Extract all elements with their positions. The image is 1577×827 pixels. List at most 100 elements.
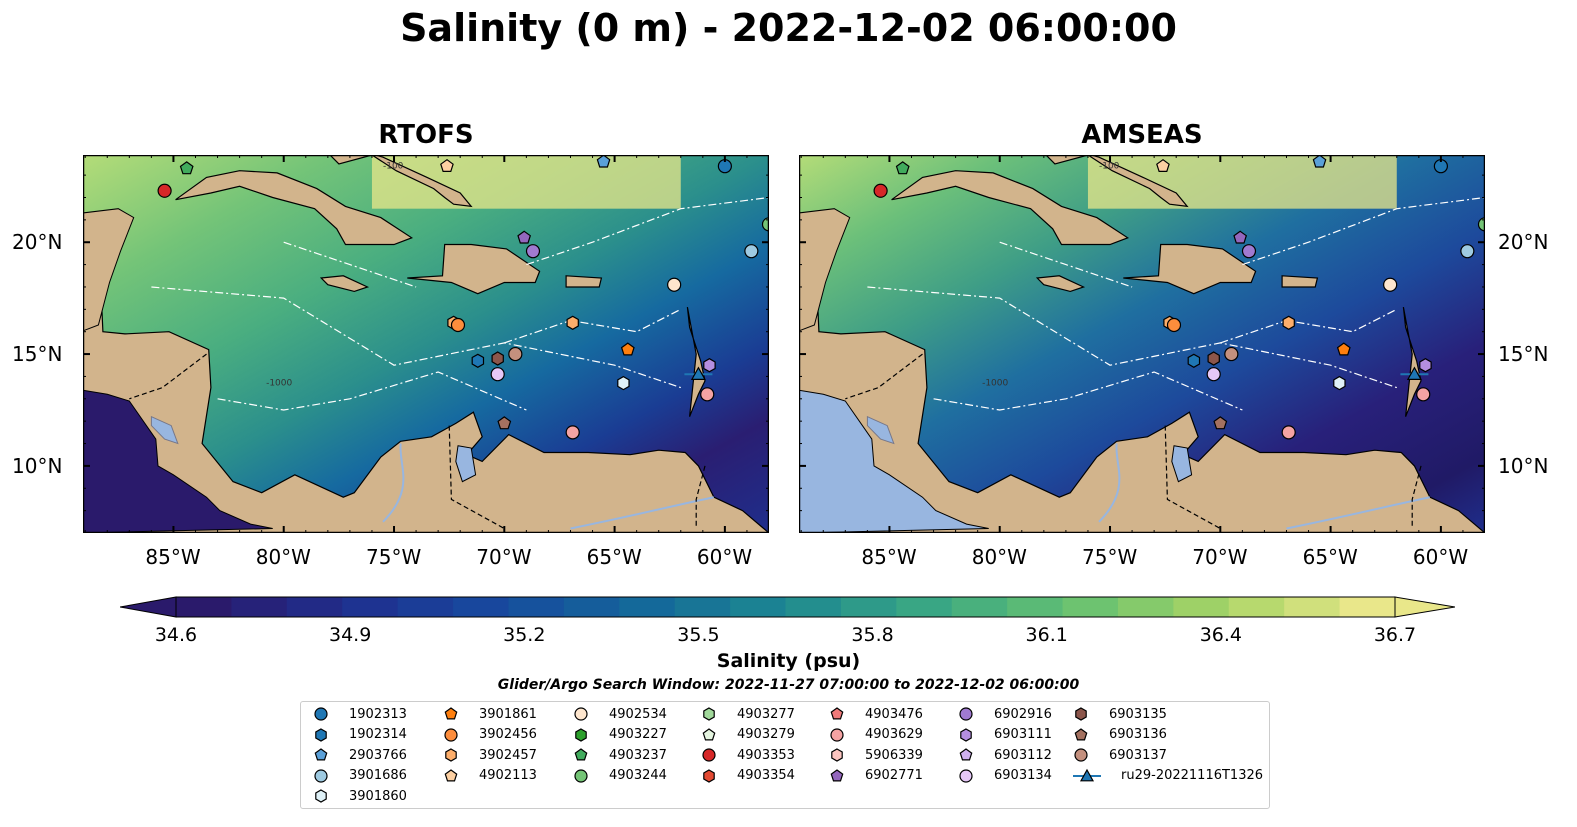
legend-marker-icon — [574, 707, 588, 721]
colorbar-tick-label: 34.6 — [154, 624, 198, 646]
legend-entry: 2903766 — [311, 747, 407, 763]
lon-tick-label: 60°W — [696, 545, 753, 569]
lon-tick-label: 65°W — [586, 545, 642, 569]
float-marker-4902113 — [440, 158, 454, 172]
legend-entry-label: 2903766 — [349, 747, 407, 763]
float-marker-6902771 — [1233, 230, 1248, 244]
legend-entry-label: 3901861 — [479, 706, 537, 722]
panel-title-amseas: AMSEAS — [1081, 120, 1203, 150]
legend-entry: 3901686 — [311, 768, 407, 784]
legend-entry: 1902313 — [311, 706, 407, 722]
float-marker-6903134 — [1206, 367, 1221, 382]
float-marker-3902456 — [1166, 317, 1182, 333]
legend-marker-icon — [702, 727, 716, 740]
lon-tick-label: 75°W — [1082, 545, 1138, 569]
legend-entry: 4902113 — [441, 768, 537, 784]
legend-marker-icon — [703, 768, 715, 783]
float-marker-4903237 — [895, 161, 910, 175]
colorbar-label: Salinity (psu) — [716, 650, 861, 672]
legend-entry-label: 6903135 — [1109, 706, 1167, 722]
contour-label: -1000 — [982, 378, 1008, 388]
legend-entry-label: 4903244 — [609, 768, 667, 783]
float-marker-6903137 — [508, 346, 523, 362]
legend-entry: 1902314 — [311, 727, 407, 743]
legend-entry: 6903135 — [1071, 706, 1167, 722]
float-marker-3902456 — [450, 317, 466, 333]
float-marker-1902314 — [471, 353, 485, 368]
legend-marker-icon — [444, 727, 458, 742]
lon-tick-label: 60°W — [1412, 545, 1469, 569]
legend-marker-icon — [1074, 727, 1088, 740]
lat-tick-label-left: 10°N — [12, 453, 63, 478]
lon-tick-label: 80°W — [255, 545, 311, 569]
float-marker-6903111 — [703, 358, 716, 373]
float-marker-3901860 — [1333, 375, 1346, 391]
legend-entry: 3902457 — [441, 747, 537, 763]
legend-marker-icon — [703, 707, 715, 721]
legend-marker-icon — [574, 768, 588, 783]
legend-entry: 5906339 — [827, 747, 923, 763]
float-marker-4902113 — [1156, 158, 1170, 172]
legend-entry-label: 1902313 — [349, 706, 407, 722]
float-marker-3901686 — [744, 244, 759, 259]
legend-marker-icon — [830, 727, 844, 742]
float-marker-6902916 — [1241, 244, 1257, 259]
legend-entry: ru29-20221116T1326 — [1071, 768, 1263, 784]
legend-entry-label: 4903353 — [737, 747, 795, 763]
legend-marker-icon — [960, 727, 972, 742]
map-panel-rtofs: -100 -1000 — [83, 155, 769, 533]
colorbar-tick-label: 36.4 — [1199, 624, 1242, 646]
float-marker-3902457 — [566, 315, 579, 330]
legend-entry-label: 4903629 — [865, 727, 923, 742]
colorbar — [120, 596, 1455, 618]
legend-marker-icon — [574, 748, 588, 761]
legend-entry: 6902771 — [827, 768, 923, 784]
legend-entry-label: 6903137 — [1109, 747, 1167, 763]
legend-marker-icon — [575, 727, 587, 742]
search-window-subtitle: Glider/Argo Search Window: 2022-11-27 07… — [497, 677, 1080, 693]
legend-entry: 4903353 — [699, 747, 795, 763]
legend-entry-label: 3901860 — [349, 788, 407, 804]
legend-entry-label: 4902534 — [609, 706, 667, 722]
float-marker-4903629 — [700, 387, 715, 402]
legend-entry-label: 3902457 — [479, 747, 537, 763]
float-marker-4903244 — [1477, 217, 1485, 232]
legend-entry-label: 3902456 — [479, 727, 537, 742]
legend-entry-label: 5906339 — [865, 747, 923, 763]
float-marker-3901860 — [617, 375, 630, 391]
legend-entry-label: ru29-20221116T1326 — [1121, 768, 1264, 783]
float-marker-6903111 — [1419, 358, 1432, 373]
float-marker-6903135 — [491, 351, 504, 366]
lat-tick-label-right: 15°N — [1498, 342, 1549, 367]
legend-entry: 6903112 — [956, 747, 1052, 763]
lon-tick-label: 85°W — [861, 545, 917, 569]
legend-marker-icon — [830, 707, 844, 720]
legend-entry: 4903354 — [699, 768, 795, 784]
legend-entry: 4902534 — [571, 706, 667, 722]
legend-entry-label: 6902771 — [865, 768, 923, 783]
float-marker-2903766 — [596, 155, 611, 168]
legend-entry: 4903279 — [699, 727, 795, 743]
legend-entry: 6903137 — [1071, 747, 1167, 763]
float-marker-3901861 — [620, 342, 635, 356]
colorbar-tick-label: 36.7 — [1373, 624, 1417, 646]
float-marker-4902534 — [1383, 277, 1398, 292]
legend-entry-label: 4903227 — [609, 727, 667, 742]
lat-tick-label-right: 10°N — [1498, 453, 1549, 478]
legend-entry: 4903237 — [571, 747, 667, 763]
float-marker-3902457 — [1282, 315, 1295, 330]
legend-marker-icon — [315, 789, 327, 803]
colorbar-tick-label: 35.2 — [503, 624, 546, 646]
legend-marker-icon — [1073, 768, 1101, 781]
contour-label: -100 — [383, 161, 404, 171]
legend-entry-label: 6903112 — [994, 747, 1052, 763]
lon-tick-label: 70°W — [1192, 545, 1248, 569]
float-marker-3901686 — [1460, 244, 1475, 259]
legend-entry: 3901861 — [441, 706, 537, 722]
legend-marker-icon — [702, 748, 716, 762]
float-marker-4903629 — [1416, 387, 1431, 402]
legend-marker-icon — [959, 707, 973, 721]
legend-entry-label: 4903354 — [737, 768, 795, 783]
float-marker-4903244 — [761, 217, 769, 232]
legend-entry: 4903629 — [827, 727, 923, 743]
